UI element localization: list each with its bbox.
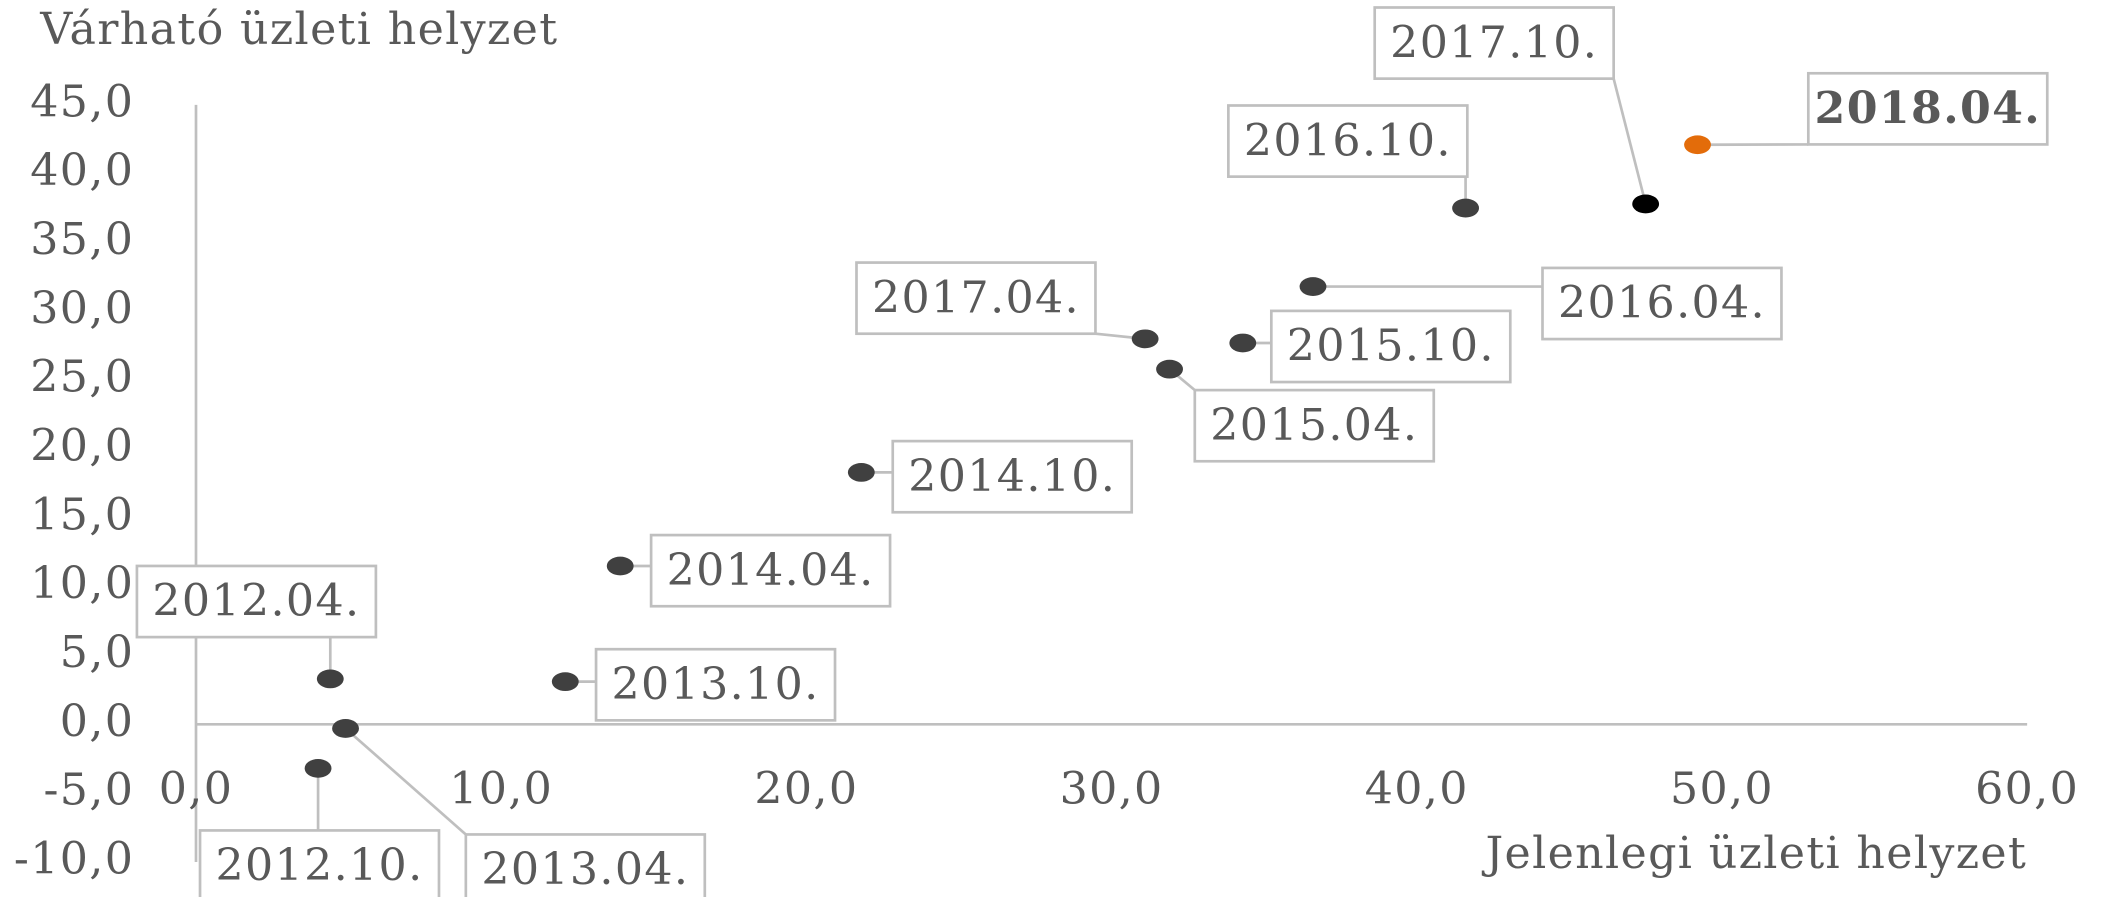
point: [304, 758, 332, 778]
leader-line: [1612, 78, 1647, 205]
label-box: [135, 564, 378, 639]
y-tick-label: -10,0: [14, 833, 134, 884]
y-tick-label: 0,0: [60, 696, 134, 747]
x-tick-label: 0,0: [159, 764, 233, 815]
data-label: 2017.04.: [872, 272, 1080, 323]
point: [551, 672, 579, 692]
label-box: [1806, 71, 2049, 146]
data-label: 2015.10.: [1287, 321, 1495, 372]
x-axis-title: Jelenlegi üzleti helyzet: [1481, 828, 2027, 879]
data-label: 2017.10.: [1390, 17, 1598, 68]
label-box: [649, 533, 892, 608]
leader-line: [344, 727, 467, 836]
x-tick-label: 60,0: [1975, 764, 2079, 815]
point: [1156, 359, 1183, 379]
x-tick-label: 20,0: [754, 764, 858, 815]
y-tick-label: 20,0: [30, 420, 134, 471]
data-label: 2012.04.: [152, 576, 360, 627]
data-label: 2018.04.: [1815, 82, 2042, 134]
y-tick-label: -5,0: [43, 765, 134, 816]
label-box: [1193, 388, 1436, 463]
label-box: [1373, 6, 1615, 80]
y-tick-label: 40,0: [30, 145, 134, 196]
data-label: 2014.10.: [908, 451, 1116, 502]
point: [1684, 135, 1711, 155]
label-box: [1541, 266, 1783, 341]
y-axis-title: Várható üzleti helyzet: [39, 4, 558, 55]
point: [332, 719, 359, 738]
point: [847, 462, 875, 482]
label-box: [855, 261, 1097, 336]
label-box: [464, 833, 707, 897]
label-box: [1269, 309, 1512, 384]
point: [1452, 198, 1480, 218]
point: [1131, 329, 1159, 349]
y-tick-label: 10,0: [30, 558, 134, 609]
y-tick-label: 30,0: [30, 283, 134, 334]
y-tick-label: 45,0: [30, 76, 134, 127]
data-label: 2016.04.: [1558, 278, 1766, 329]
point: [1632, 194, 1660, 214]
data-label: 2014.04.: [667, 545, 875, 596]
data-label: 2015.04.: [1210, 400, 1418, 451]
y-tick-label: 25,0: [30, 352, 134, 403]
point: [1229, 333, 1257, 353]
label-box: [891, 439, 1134, 514]
y-tick-label: 35,0: [30, 214, 134, 265]
data-label: 2012.10.: [216, 840, 424, 891]
data-label: 2013.04.: [481, 844, 689, 895]
y-tick-label: 15,0: [30, 489, 134, 540]
label-box: [594, 647, 837, 722]
point: [316, 669, 344, 689]
label-box: [198, 829, 441, 897]
data-label: 2016.10.: [1244, 115, 1452, 166]
point: [606, 556, 634, 576]
x-tick-label: 40,0: [1365, 764, 1469, 815]
data-label: 2013.10.: [612, 659, 820, 710]
point: [1299, 277, 1327, 296]
x-tick-label: 10,0: [449, 764, 553, 815]
x-tick-label: 50,0: [1670, 764, 1774, 815]
label-box: [1227, 104, 1469, 178]
y-tick-label: 5,0: [60, 627, 134, 678]
x-tick-label: 30,0: [1060, 764, 1164, 815]
